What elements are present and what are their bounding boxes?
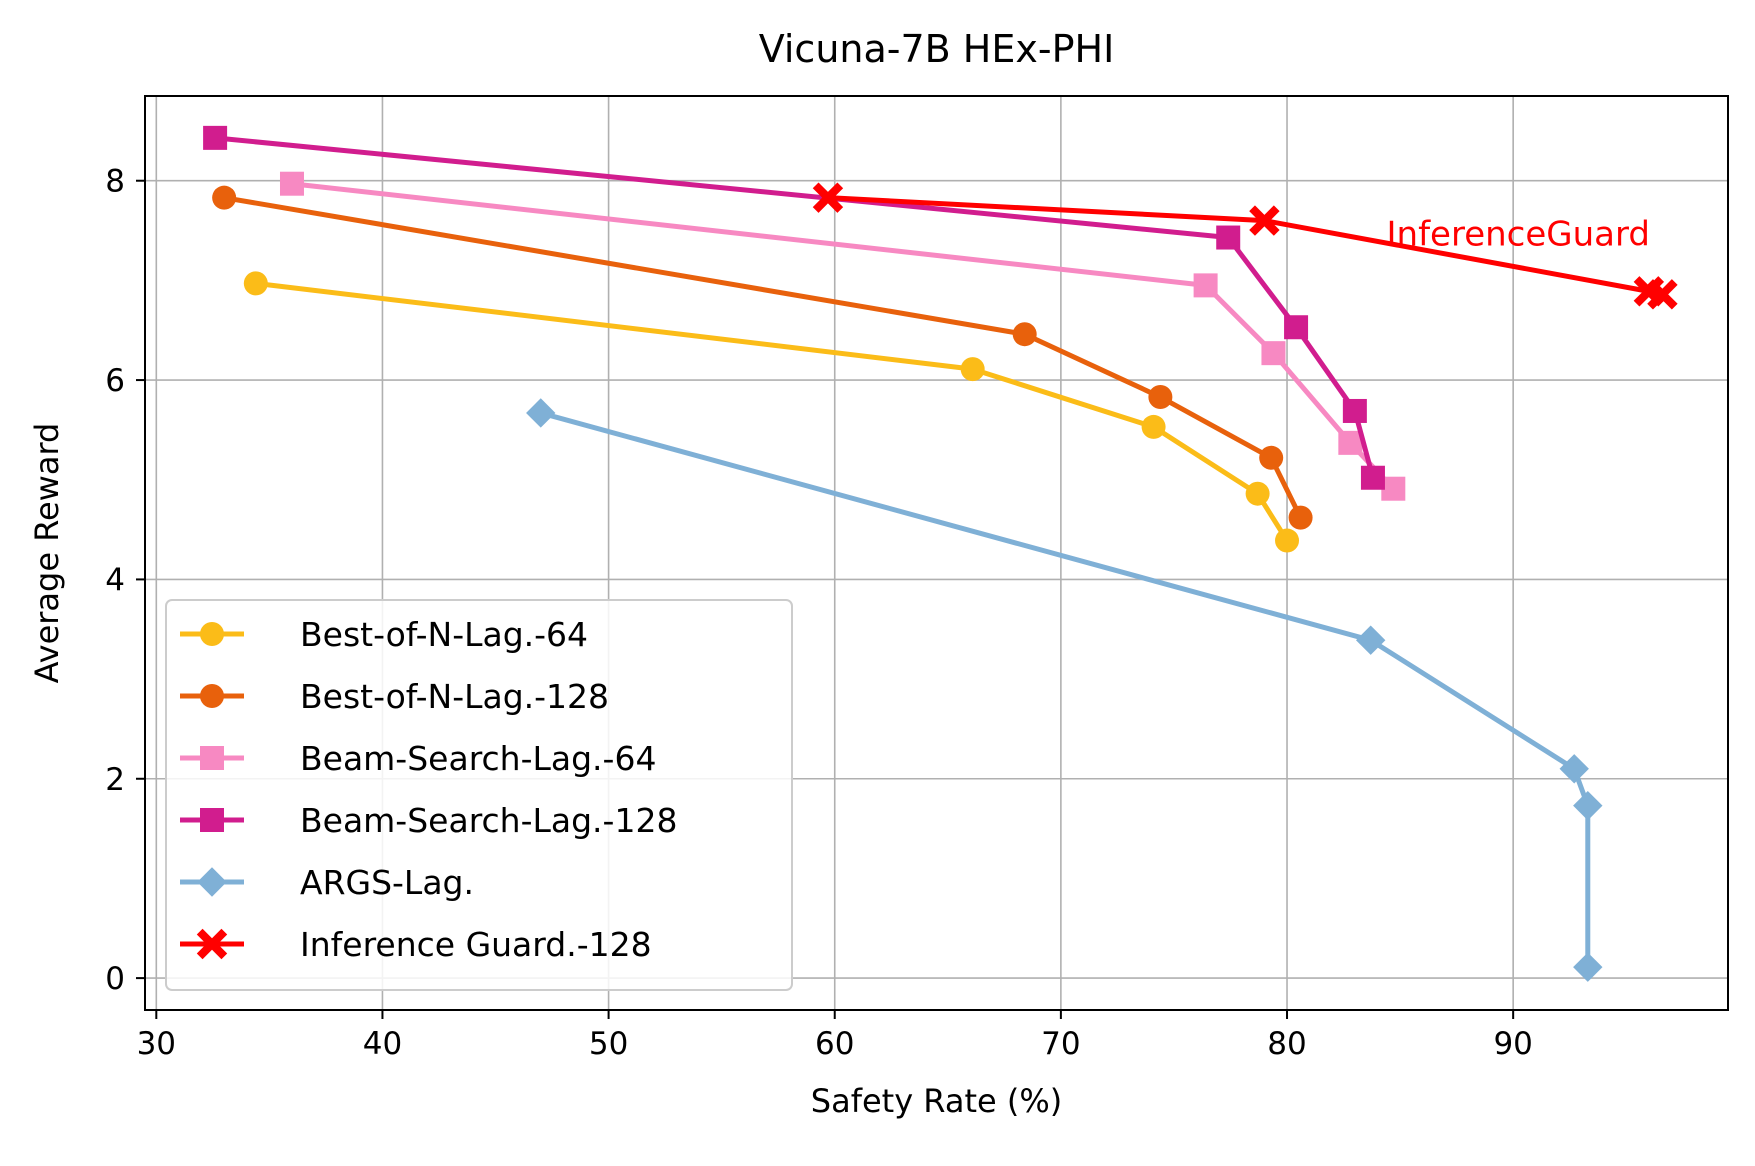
x-tick-label: 80 — [1267, 1026, 1306, 1062]
data-point — [1261, 341, 1286, 366]
data-point — [1249, 205, 1280, 236]
data-point — [279, 171, 304, 196]
data-point — [1338, 430, 1363, 455]
legend-marker — [200, 808, 224, 832]
series-line — [214, 135, 1376, 479]
y-axis-label: Average Reward — [28, 423, 66, 684]
legend-item-beam-search-lag-64: Beam-Search-Lag.-64 — [180, 739, 656, 778]
data-point — [243, 271, 268, 296]
plot-frame — [144, 95, 1729, 1011]
data-point — [526, 398, 556, 428]
data-point — [1012, 322, 1037, 347]
series-line — [223, 195, 1303, 519]
series-line — [255, 280, 1290, 542]
inferenceguard-annotation: InferenceGuard — [1387, 215, 1650, 255]
y-tick-label: 2 — [105, 762, 125, 798]
axis-ticks: 30 40 50 60 70 80 90 0 2 4 6 8 — [105, 164, 1533, 1062]
data-point — [1245, 481, 1270, 506]
legend-marker — [200, 622, 224, 646]
series-beam-search-lag-128 — [203, 125, 1385, 490]
x-tick-label: 50 — [589, 1026, 628, 1062]
x-tick-label: 60 — [815, 1026, 854, 1062]
legend: Best-of-N-Lag.-64 Best-of-N-Lag.-128 Beam-… — [165, 599, 793, 991]
y-tick-label: 4 — [105, 562, 125, 598]
legend-marker — [196, 928, 228, 960]
legend-marker — [200, 684, 224, 708]
series-best-of-n-lag-64 — [243, 271, 1300, 553]
series-beam-search-lag-64 — [279, 171, 1406, 501]
data-point — [203, 125, 228, 150]
legend-label: Inference Guard.-128 — [300, 925, 652, 964]
y-tick-label: 6 — [105, 363, 125, 399]
legend-item-best-of-n-lag-64: Best-of-N-Lag.-64 — [180, 615, 588, 654]
legend-item-beam-search-lag-128: Beam-Search-Lag.-128 — [180, 801, 677, 840]
series-layer — [203, 125, 1678, 982]
y-tick-label: 8 — [105, 164, 125, 200]
data-point — [212, 185, 237, 210]
data-point — [1284, 315, 1309, 340]
x-axis-label: Safety Rate (%) — [811, 1082, 1062, 1120]
legend-item-best-of-n-lag-128: Best-of-N-Lag.-128 — [180, 677, 609, 716]
legend-item-inference-guard-128: Inference Guard.-128 — [180, 925, 652, 964]
legend-label: Beam-Search-Lag.-64 — [300, 739, 656, 778]
data-point — [1573, 790, 1603, 821]
data-point — [1360, 465, 1385, 490]
data-point — [1193, 273, 1218, 298]
data-point — [1559, 754, 1589, 784]
legend-label: Beam-Search-Lag.-128 — [300, 801, 677, 840]
data-point — [1355, 625, 1386, 655]
chart-title: Vicuna-7B HEx-PHI — [759, 27, 1115, 71]
legend-label: ARGS-Lag. — [300, 863, 474, 902]
data-point — [1288, 505, 1313, 530]
x-tick-label: 90 — [1493, 1026, 1532, 1062]
y-tick-label: 0 — [105, 961, 125, 997]
data-point — [1342, 398, 1367, 423]
x-tick-label: 30 — [137, 1026, 176, 1062]
data-point — [1275, 528, 1300, 553]
data-point — [812, 182, 844, 213]
legend-marker — [197, 867, 227, 897]
data-point — [1381, 476, 1406, 501]
legend-label: Best-of-N-Lag.-128 — [300, 677, 609, 716]
series-best-of-n-lag-128 — [212, 185, 1313, 530]
data-point — [1647, 279, 1678, 310]
data-point — [1573, 952, 1603, 982]
data-point — [1141, 414, 1166, 439]
x-tick-label: 70 — [1041, 1026, 1080, 1062]
series-inference-guard-128 — [812, 182, 1678, 310]
legend-item-args-lag: ARGS-Lag. — [180, 863, 474, 902]
data-point — [960, 357, 985, 382]
legend-label: Best-of-N-Lag.-64 — [300, 615, 588, 654]
x-tick-label: 40 — [363, 1026, 402, 1062]
data-point — [1259, 445, 1284, 470]
series-args-lag — [526, 398, 1603, 982]
legend-box — [165, 599, 793, 991]
data-point — [1148, 385, 1173, 410]
legend-marker — [200, 746, 224, 770]
data-point — [1216, 225, 1241, 250]
